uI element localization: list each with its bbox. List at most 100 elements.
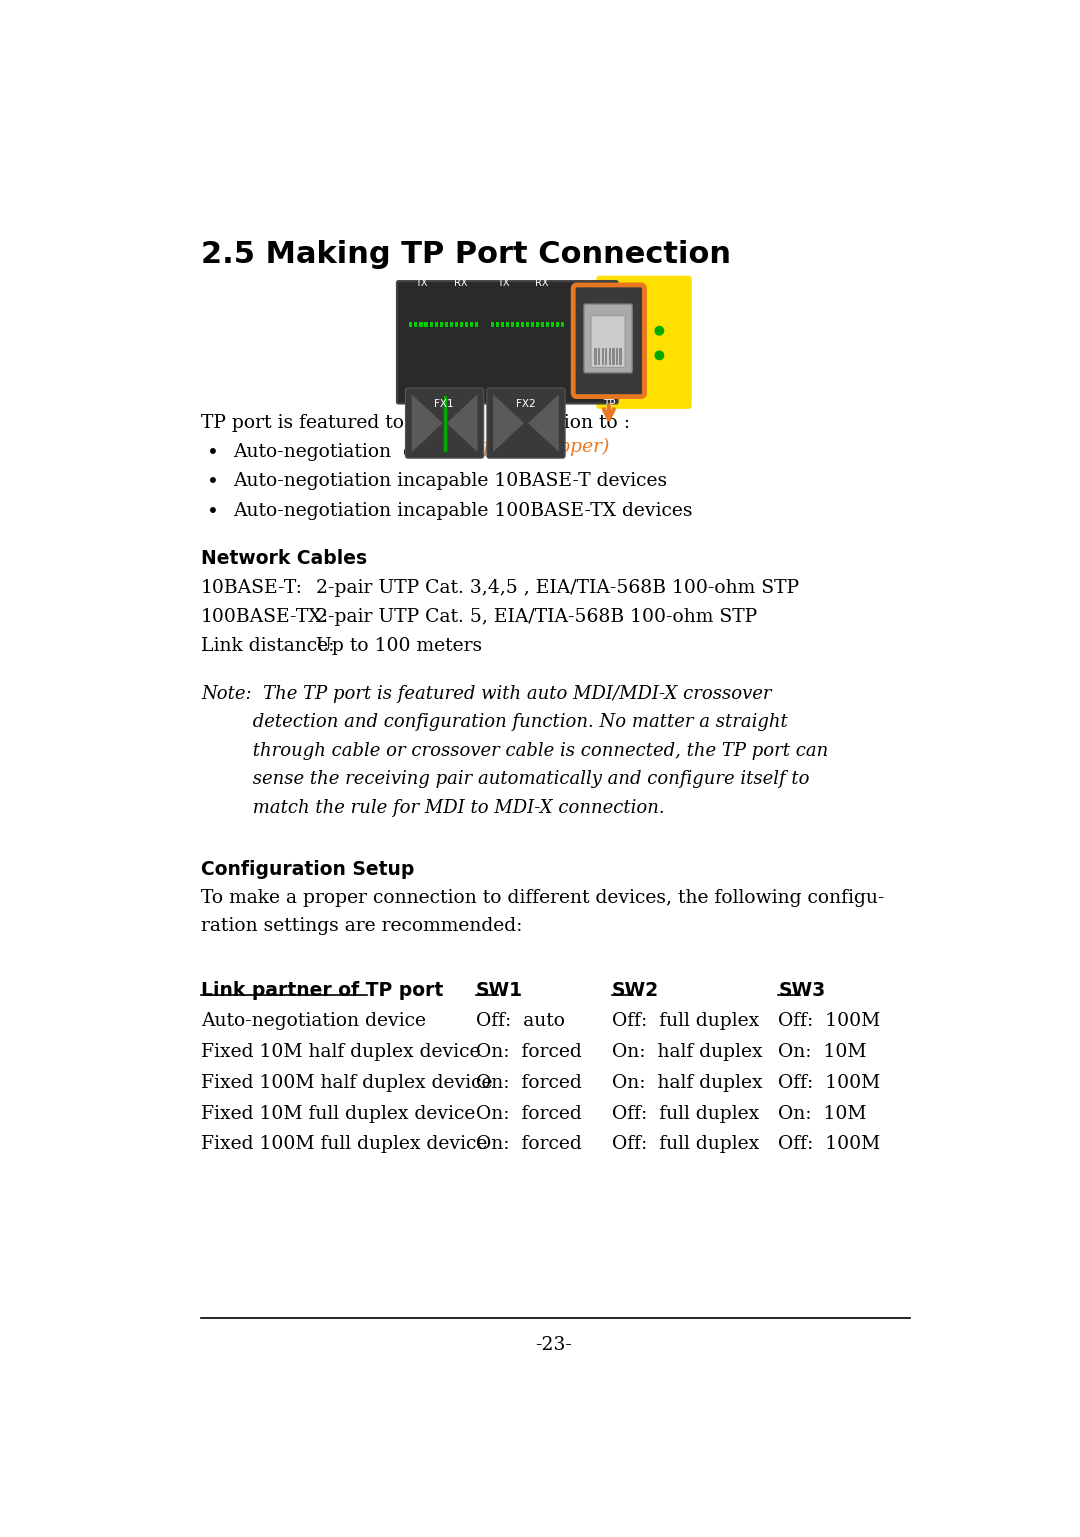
Text: RX: RX (454, 278, 468, 287)
Text: •: • (207, 472, 219, 492)
Text: TP port (copper): TP port (copper) (451, 438, 609, 455)
Text: On:  10M: On: 10M (779, 1044, 867, 1061)
Text: Off:  full duplex: Off: full duplex (611, 1105, 759, 1122)
Bar (551, 323, 554, 326)
Bar (505, 323, 509, 326)
Text: Off:  auto: Off: auto (476, 1013, 565, 1030)
Text: SW3: SW3 (779, 982, 825, 1001)
Text: Up to 100 meters: Up to 100 meters (315, 638, 482, 655)
Text: On:  10M: On: 10M (779, 1105, 867, 1122)
Text: TP: TP (603, 400, 616, 409)
Bar (470, 323, 473, 326)
Text: 10BASE-T:: 10BASE-T: (201, 578, 302, 596)
Circle shape (656, 326, 663, 335)
Text: •: • (207, 443, 219, 463)
Bar (434, 323, 437, 326)
Text: FX1: FX1 (434, 400, 454, 409)
Bar (490, 323, 494, 326)
Text: Fixed 10M half duplex device: Fixed 10M half duplex device (201, 1044, 481, 1061)
Text: match the rule for MDI to MDI-X connection.: match the rule for MDI to MDI-X connecti… (201, 799, 664, 816)
Polygon shape (528, 395, 559, 452)
Bar (536, 323, 539, 326)
Text: FX2: FX2 (516, 400, 536, 409)
Text: On:  forced: On: forced (476, 1136, 582, 1153)
FancyBboxPatch shape (405, 389, 484, 458)
Text: TP port is featured to support connection to :: TP port is featured to support connectio… (201, 413, 630, 432)
Text: 2.5 Making TP Port Connection: 2.5 Making TP Port Connection (201, 240, 731, 269)
Bar (594, 347, 597, 364)
Text: RX: RX (535, 278, 549, 287)
Circle shape (656, 350, 663, 360)
Bar (419, 323, 422, 326)
Text: Off:  100M: Off: 100M (779, 1136, 880, 1153)
Text: SW2: SW2 (611, 982, 659, 1001)
Bar (531, 323, 535, 326)
Text: 100BASE-TX:: 100BASE-TX: (201, 609, 328, 626)
FancyBboxPatch shape (596, 275, 692, 409)
Bar (496, 323, 499, 326)
Text: Off:  100M: Off: 100M (779, 1074, 880, 1091)
Bar (541, 323, 544, 326)
Bar (546, 323, 550, 326)
Bar (609, 347, 611, 364)
Text: Fixed 100M half duplex device: Fixed 100M half duplex device (201, 1074, 492, 1091)
Bar (445, 323, 448, 326)
Bar (475, 323, 478, 326)
Bar (521, 323, 524, 326)
Bar (562, 323, 565, 326)
Bar (460, 323, 463, 326)
FancyBboxPatch shape (584, 304, 632, 372)
Bar (516, 323, 519, 326)
Bar (598, 347, 600, 364)
Text: On:  forced: On: forced (476, 1074, 582, 1091)
Text: TX: TX (416, 278, 428, 287)
Text: Auto-negotiation device: Auto-negotiation device (201, 1013, 426, 1030)
Text: Off:  100M: Off: 100M (779, 1013, 880, 1030)
Text: Off:  full duplex: Off: full duplex (611, 1013, 759, 1030)
Text: Network Cables: Network Cables (201, 549, 367, 569)
Text: Auto-negotiation incapable 10BASE-T devices: Auto-negotiation incapable 10BASE-T devi… (233, 472, 667, 490)
Bar (605, 347, 607, 364)
Polygon shape (494, 395, 524, 452)
Bar (526, 323, 529, 326)
Text: TX: TX (497, 278, 510, 287)
FancyBboxPatch shape (487, 389, 565, 458)
FancyBboxPatch shape (397, 281, 618, 404)
Text: through cable or crossover cable is connected, the TP port can: through cable or crossover cable is conn… (201, 742, 828, 759)
Text: On:  forced: On: forced (476, 1044, 582, 1061)
Bar (464, 323, 468, 326)
Polygon shape (446, 395, 477, 452)
Bar (619, 347, 622, 364)
Text: Note:  The TP port is featured with auto MDI/MDI-X crossover: Note: The TP port is featured with auto … (201, 686, 771, 702)
FancyBboxPatch shape (591, 315, 625, 367)
Bar (430, 323, 433, 326)
Text: 2-pair UTP Cat. 5, EIA/TIA-568B 100-ohm STP: 2-pair UTP Cat. 5, EIA/TIA-568B 100-ohm … (315, 609, 757, 626)
Bar (501, 323, 504, 326)
Bar (602, 347, 604, 364)
Text: sense the receiving pair automatically and configure itself to: sense the receiving pair automatically a… (201, 770, 809, 788)
Bar (449, 323, 453, 326)
FancyBboxPatch shape (573, 284, 645, 397)
Text: Off:  full duplex: Off: full duplex (611, 1136, 759, 1153)
Bar (616, 347, 618, 364)
Bar (455, 323, 458, 326)
Text: Link distance:: Link distance: (201, 638, 334, 655)
Text: •: • (207, 501, 219, 521)
Text: To make a proper connection to different devices, the following configu-: To make a proper connection to different… (201, 888, 885, 907)
Text: detection and configuration function. No matter a straight: detection and configuration function. No… (201, 713, 787, 732)
Bar (409, 323, 413, 326)
Text: -23-: -23- (535, 1336, 572, 1354)
Text: On:  forced: On: forced (476, 1105, 582, 1122)
Text: 2-pair UTP Cat. 3,4,5 , EIA/TIA-568B 100-ohm STP: 2-pair UTP Cat. 3,4,5 , EIA/TIA-568B 100… (315, 578, 798, 596)
Text: Fixed 10M full duplex device: Fixed 10M full duplex device (201, 1105, 475, 1122)
Text: Configuration Setup: Configuration Setup (201, 859, 415, 879)
Bar (424, 323, 428, 326)
Text: Auto-negotiation  devices: Auto-negotiation devices (233, 443, 474, 461)
Bar (511, 323, 514, 326)
Text: Fixed 100M full duplex device: Fixed 100M full duplex device (201, 1136, 487, 1153)
Bar (415, 323, 418, 326)
Bar (612, 347, 615, 364)
Bar (440, 323, 443, 326)
Polygon shape (411, 395, 443, 452)
Text: On:  half duplex: On: half duplex (611, 1074, 762, 1091)
